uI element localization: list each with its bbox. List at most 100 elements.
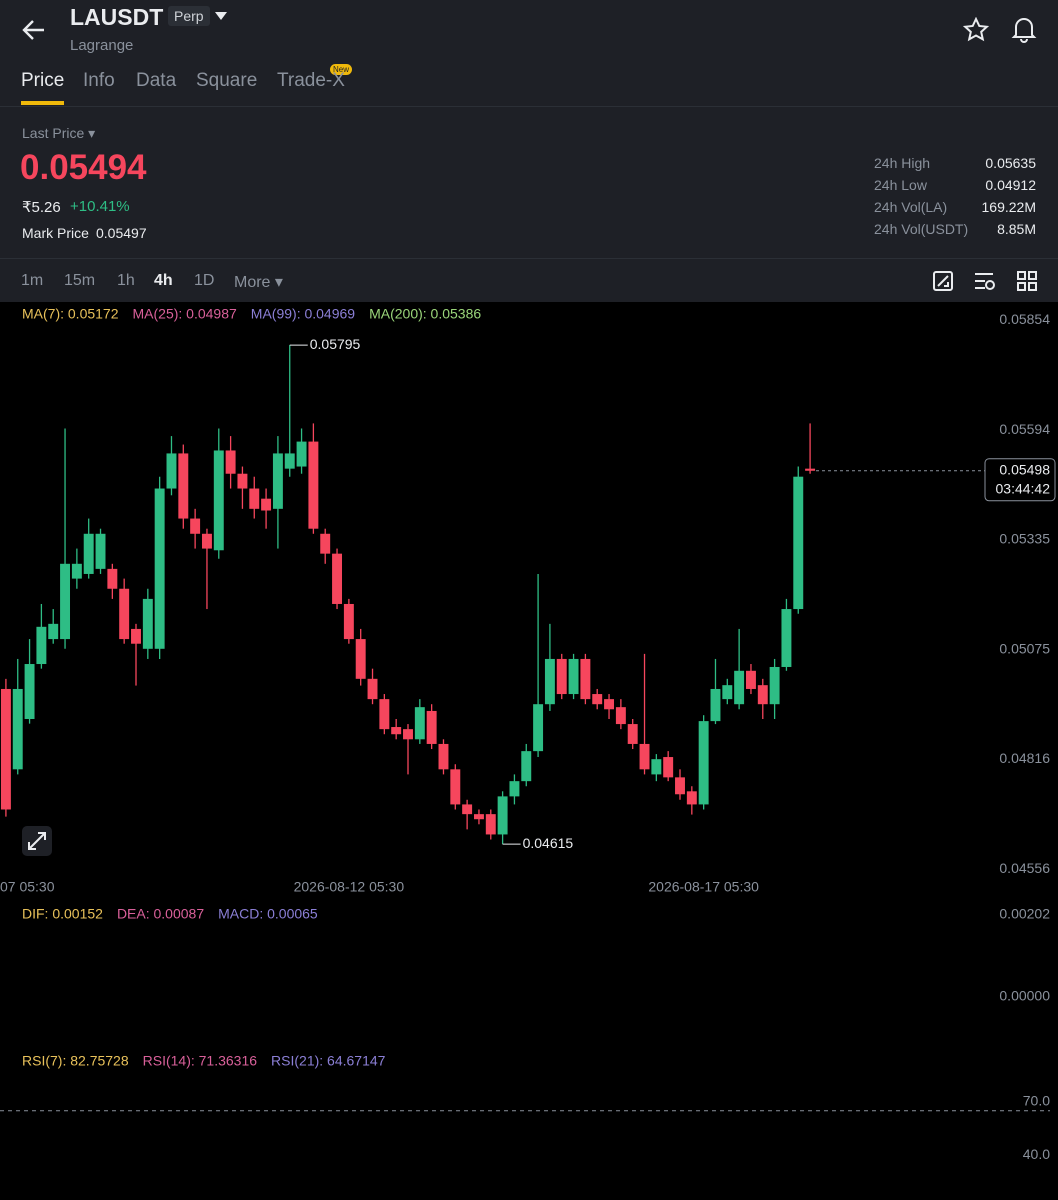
candle-body [509, 781, 520, 797]
candle-body [757, 685, 768, 705]
candle-body [201, 533, 212, 549]
tool-icon[interactable] [932, 270, 954, 292]
interval[interactable]: More ▾ [234, 274, 283, 291]
candle-body [580, 658, 591, 700]
stat-value: 169.22M [981, 199, 1036, 215]
last-price: 0.05494 [20, 148, 147, 187]
y-tick-label: 0.00202 [999, 906, 1050, 922]
tab[interactable]: Info [83, 70, 115, 91]
candle-body [604, 699, 615, 710]
candle-body [745, 670, 756, 689]
candle-body [95, 533, 106, 569]
stat-label: 24h Low [874, 177, 927, 193]
candle-body [473, 814, 484, 820]
candle-body [261, 498, 272, 511]
candle-body [83, 533, 94, 574]
candle-body [284, 453, 295, 469]
candle-body [190, 518, 201, 534]
candle-body [332, 553, 343, 604]
dropdown-icon[interactable] [214, 10, 228, 22]
price-change: +10.41% [70, 198, 130, 215]
alert-button[interactable] [1011, 15, 1037, 43]
candle-body [12, 688, 23, 770]
interval[interactable]: 15m [64, 272, 96, 289]
chart-background [0, 302, 1058, 1200]
badge: Perp [168, 6, 210, 26]
stat-label: 24h Vol(LA) [874, 199, 948, 215]
candle-body [24, 664, 35, 719]
candle-body [308, 441, 319, 529]
interval[interactable]: 4h [154, 272, 173, 289]
candle-body [131, 628, 141, 644]
candle-body [568, 658, 579, 695]
candle-body [119, 588, 130, 640]
candle-body [663, 757, 674, 778]
legend-entry: MA(99): 0.04969 [251, 306, 355, 322]
candle-body [367, 678, 378, 700]
candle-body [805, 468, 816, 471]
legend-entry: MA(7): 0.05172 [22, 306, 119, 322]
symbol[interactable]: LAUSDT [70, 4, 164, 30]
tab-badge: New [330, 64, 353, 75]
label-text: Last Price [22, 125, 85, 141]
back-button[interactable] [20, 16, 48, 44]
candle-body [533, 704, 544, 752]
interval[interactable]: 1m [21, 272, 44, 289]
countdown: 03:44:42 [996, 480, 1051, 496]
candle-body [450, 769, 461, 805]
y-tick-label: 0.00000 [999, 987, 1050, 1003]
candle-body [36, 626, 47, 665]
legend-entry: RSI(14): 71.36316 [143, 1053, 258, 1069]
candle-body [651, 759, 662, 775]
divider [0, 258, 1058, 259]
fiat-price: ₹5.26 [22, 199, 61, 216]
candle-body [403, 729, 413, 740]
legend-entry: RSI(21): 64.67147 [271, 1053, 386, 1069]
candle-body [355, 639, 366, 679]
candle-body [734, 670, 745, 705]
tab[interactable]: Square [196, 70, 258, 91]
candle-body [48, 623, 59, 640]
last-price-value: 0.05498 [999, 461, 1050, 477]
legend-entry: RSI(7): 82.75728 [22, 1053, 129, 1069]
candle-body [485, 814, 496, 835]
last-price-label[interactable]: Last Price ▾ [22, 125, 96, 141]
favorite-button[interactable] [963, 17, 989, 43]
candle-body [379, 699, 390, 730]
tab[interactable]: Price [21, 70, 65, 91]
x-tick-label: 2026-08-17 05:30 [648, 879, 759, 895]
tab[interactable]: Trade-X [277, 70, 345, 91]
candle-body [225, 450, 236, 474]
candle-body [60, 563, 71, 640]
y-tick-label: 0.05075 [999, 640, 1050, 656]
candle-body [769, 666, 780, 705]
candle-body [142, 598, 153, 649]
candle-body [343, 603, 354, 640]
legend-entry: MA(200): 0.05386 [369, 306, 481, 322]
y-tick-label: 0.04556 [999, 860, 1050, 876]
candle-body [781, 609, 792, 667]
interval[interactable]: 1D [194, 272, 215, 289]
subtitle: Lagrange [70, 37, 134, 54]
candle-body [521, 751, 532, 782]
candle-body [722, 685, 733, 700]
candle-body [249, 488, 260, 509]
interval[interactable]: 1h [117, 272, 135, 289]
candle-body [698, 721, 709, 805]
candle-body [272, 453, 283, 509]
legend-entry: MA(25): 0.04987 [133, 306, 237, 322]
candle-body [627, 724, 638, 744]
y-tick-label: 0.04816 [999, 750, 1050, 766]
stat-value: 8.85M [997, 221, 1036, 237]
tab[interactable]: Data [136, 70, 177, 91]
indicator-icon[interactable] [973, 270, 997, 292]
x-tick-label: 2026-08-12 05:30 [294, 879, 405, 895]
layout-icon[interactable] [1016, 270, 1038, 292]
candle-body [296, 441, 307, 467]
y-tick-label: 0.05854 [999, 311, 1050, 327]
y-tick-label: 0.05335 [999, 530, 1050, 546]
candle-body [710, 688, 721, 722]
mark-price-label: Mark Price [22, 225, 89, 241]
high-label: 0.05795 [310, 336, 361, 352]
